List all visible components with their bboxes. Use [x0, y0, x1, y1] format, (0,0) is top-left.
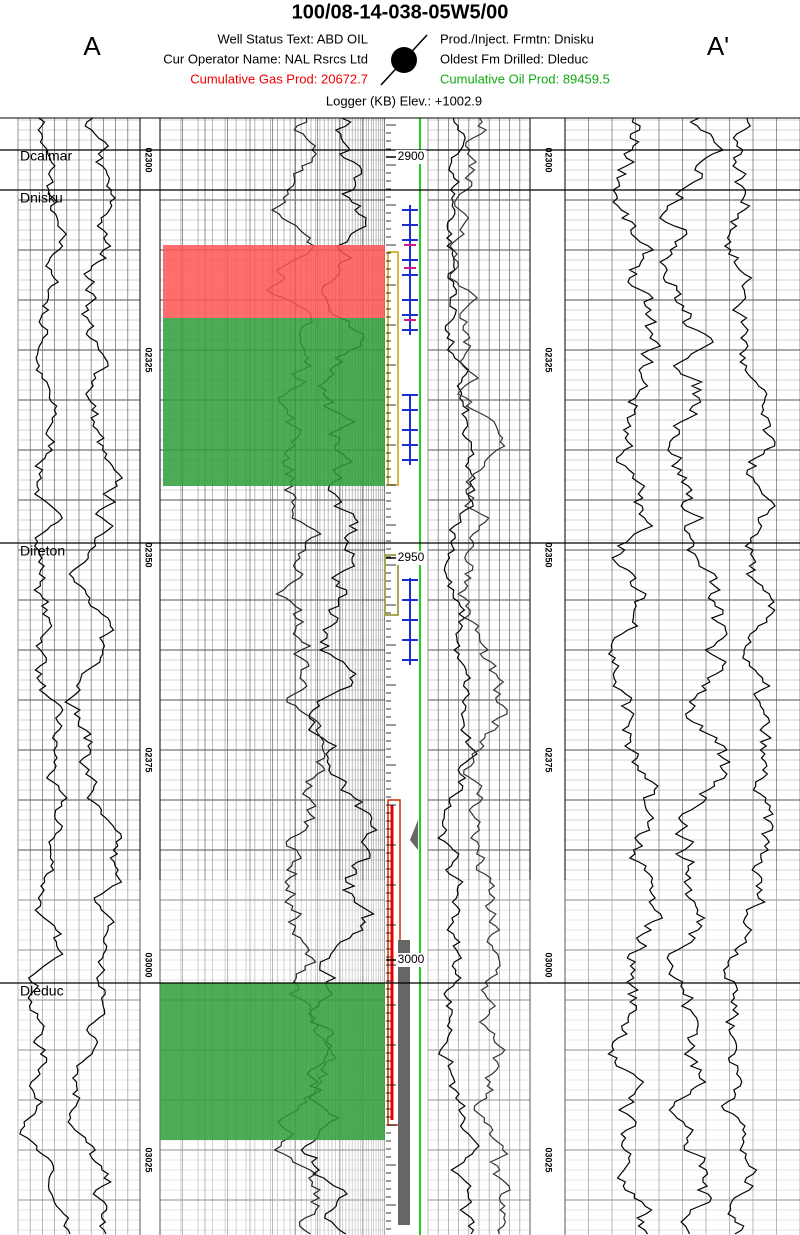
oil-zone — [163, 318, 385, 486]
gas-zone — [163, 245, 385, 318]
title: 100/08-14-038-05W5/00 — [292, 1, 509, 23]
log-curve — [720, 117, 776, 1235]
depth-label: 3000 — [398, 952, 425, 966]
test-interval — [384, 554, 399, 616]
log-depth-label: 03025 — [144, 1147, 154, 1172]
marker — [410, 820, 418, 850]
formation-label: Dleduc — [20, 983, 64, 999]
section-start: A — [83, 31, 101, 61]
depth-label-bg — [396, 551, 426, 565]
cum-oil: Cumulative Oil Prod: 89459.5 — [440, 71, 610, 86]
well-status: Well Status Text: ABD OIL — [217, 31, 368, 46]
cum-gas: Cumulative Gas Prod: 20672.7 — [190, 71, 368, 86]
log-grid — [0, 118, 800, 1235]
oldest-formation: Oldest Fm Drilled: Dleduc — [440, 51, 589, 66]
formation-label: Dcalmar — [20, 148, 72, 164]
log-depth-label: 03000 — [144, 952, 154, 977]
depth-label-bg — [396, 150, 426, 164]
log-depth-label: 02350 — [544, 542, 554, 567]
section-end: A' — [707, 31, 729, 61]
elevation: Logger (KB) Elev.: +1002.9 — [326, 93, 482, 108]
log-depth-label: 02300 — [544, 147, 554, 172]
overlay: Dcalmar Dnisku Direton Dleduc 2900 2950 3000 02… — [0, 124, 800, 1230]
depth-label: 2900 — [398, 149, 425, 163]
log-depth-label: 02375 — [544, 747, 554, 772]
log-curve — [19, 117, 71, 1235]
formation-label: Direton — [20, 543, 65, 559]
log-curve — [64, 117, 124, 1235]
log-depth-label: 02325 — [544, 347, 554, 372]
operator: Cur Operator Name: NAL Rsrcs Ltd — [163, 51, 368, 66]
formation-label: Dnisku — [20, 190, 63, 206]
oil-zone — [160, 983, 385, 1140]
depth-label: 2950 — [398, 550, 425, 564]
log-depth-label: 02325 — [144, 347, 154, 372]
prod-formation: Prod./Inject. Frmtn: Dnisku — [440, 31, 594, 46]
log-curve — [437, 117, 480, 1235]
log-depth-label: 02350 — [144, 542, 154, 567]
well-symbol-line — [380, 34, 428, 86]
lower-scan — [420, 880, 800, 1235]
log-depth-label: 02300 — [144, 147, 154, 172]
log-depth-label: 03025 — [544, 1147, 554, 1172]
log-curve — [607, 117, 663, 1235]
core-interval — [398, 940, 410, 1225]
log-depth-label: 03000 — [544, 952, 554, 977]
log-depth-label: 02375 — [144, 747, 154, 772]
log-curve — [449, 117, 511, 1235]
log-curve — [659, 117, 732, 1235]
depth-label-bg — [396, 953, 426, 967]
